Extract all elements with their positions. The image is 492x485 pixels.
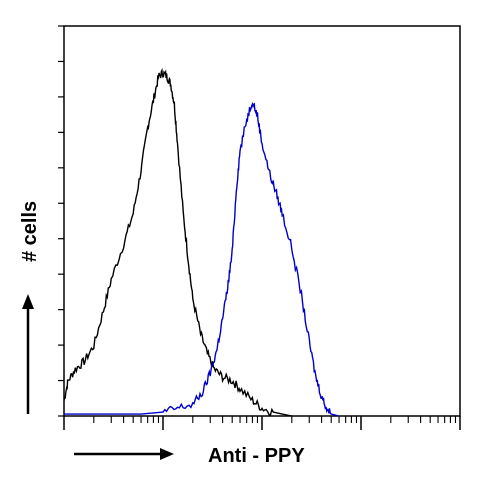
x-arrow-head (160, 448, 174, 460)
x-axis-arrow-icon (74, 448, 174, 460)
series-layer (63, 67, 340, 417)
series-line-1 (63, 67, 292, 417)
y-axis-label: # cells (19, 201, 41, 262)
y-arrow-head (22, 294, 34, 309)
y-axis-arrow-icon (22, 294, 34, 414)
x-axis-ticks (63, 416, 461, 430)
y-axis-ticks (58, 25, 64, 417)
series-line-2 (64, 101, 340, 417)
x-axis-label: Anti - PPY (208, 445, 305, 467)
plot-frame (63, 25, 461, 417)
